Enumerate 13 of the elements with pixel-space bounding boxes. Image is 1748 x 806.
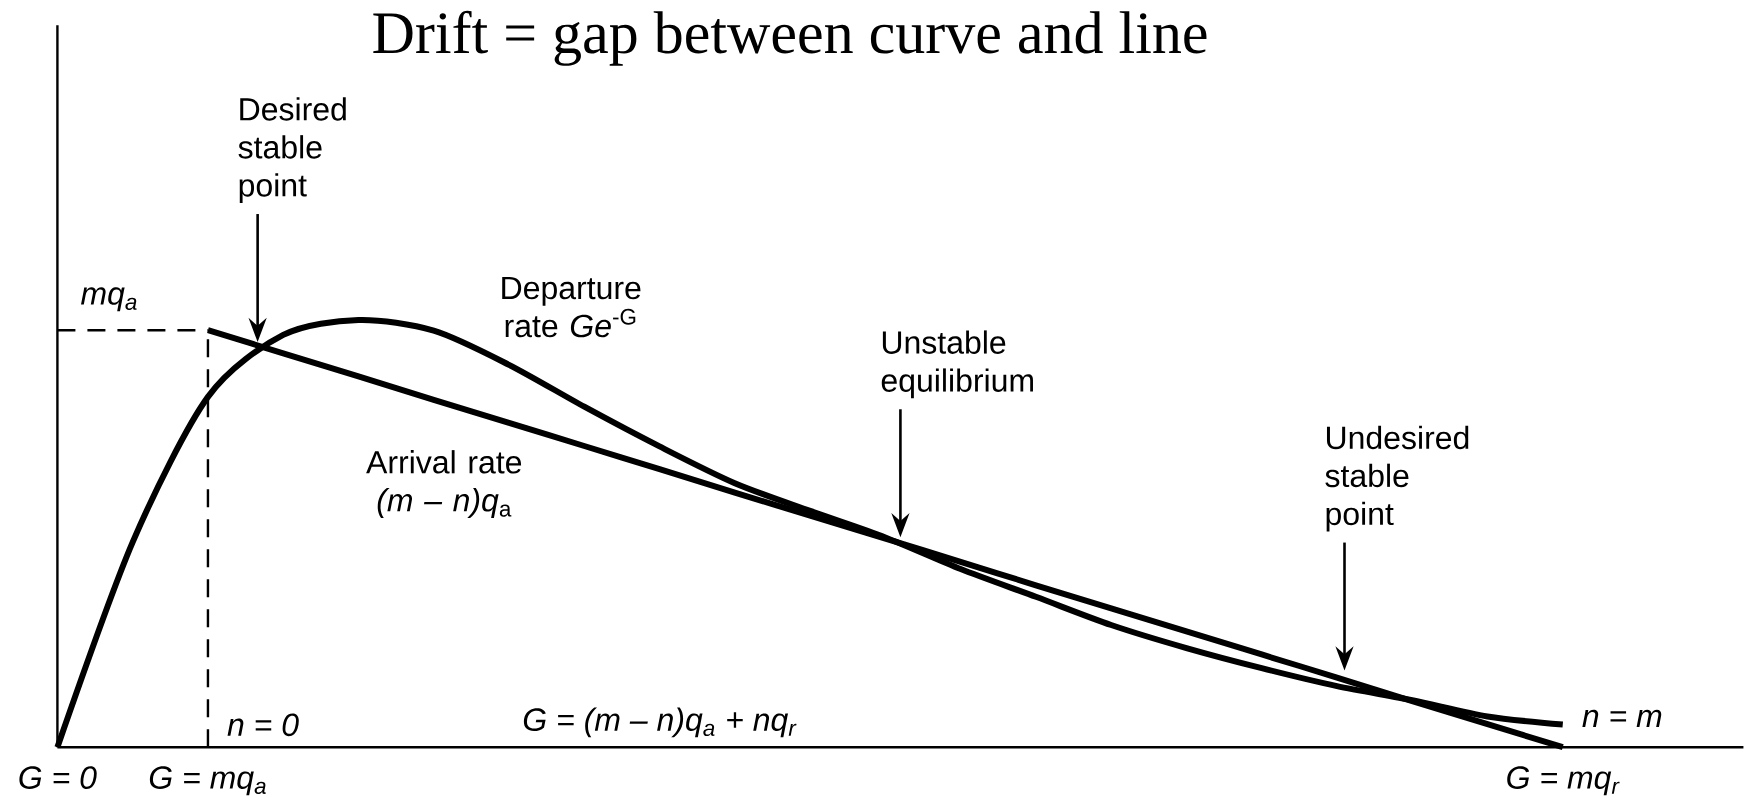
ref-line-label: n = 0 [227, 713, 299, 737]
ref-line-label: mq$_{a}$ [81, 287, 137, 312]
annotation: Undesired stable point [1325, 425, 1469, 532]
series-label: Arrival rate (m – n)q$_{a}$ [366, 450, 522, 518]
annotation: n = m [1582, 709, 1662, 728]
x-tick-label: G = mq$_{r}$ [1507, 766, 1620, 796]
annotation: Unstable equilibrium [881, 330, 1033, 399]
chart-title: Drift = gap between curve and line [373, 10, 1207, 66]
x-tick-label: G = mq$_{a}$ [149, 766, 266, 796]
series-label: Departure rate Ge$^{-G}$ [502, 277, 641, 338]
text: Desired stable point [238, 97, 346, 204]
annotation: G = (m – n)q$_{a}$ + nq$_{r}$ [523, 707, 797, 738]
x-tick-label: G = 0 [19, 766, 97, 789]
